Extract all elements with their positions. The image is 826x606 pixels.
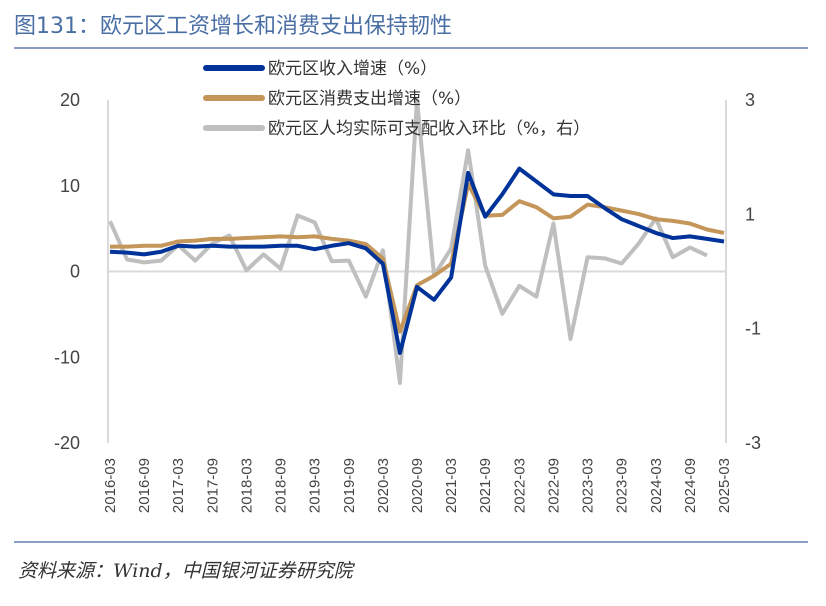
x-tick-label: 2022-09 — [545, 458, 562, 513]
y-right-tick: -1 — [745, 319, 761, 339]
x-tick-label: 2021-09 — [477, 458, 494, 513]
legend-label: 欧元区人均实际可支配收入环比（%，右） — [268, 119, 590, 139]
x-tick-label: 2020-09 — [409, 458, 426, 513]
x-tick-label: 2021-03 — [443, 458, 460, 513]
series-line-1 — [110, 182, 725, 334]
line-chart: 20 10 0 -10 -20 3 1 -1 -3 2016-03 2016-09 2017-03 20… — [54, 59, 761, 513]
x-tick-label: 2022-03 — [511, 458, 528, 513]
legend-label: 欧元区消费支出增速（%） — [268, 89, 471, 109]
source-note: 资料来源：Wind，中国银河证券研究院 — [18, 560, 353, 582]
x-tick-label: 2016-09 — [136, 458, 153, 513]
x-tick-label: 2017-09 — [204, 458, 221, 513]
y-left-tick: 10 — [60, 176, 80, 196]
y-left-tick: 20 — [60, 90, 80, 110]
source-rule — [14, 541, 808, 543]
x-tick-label: 2023-09 — [614, 458, 631, 513]
x-tick-label: 2019-03 — [307, 458, 324, 513]
y-left-tick: -10 — [54, 347, 80, 367]
figure-title: 图131：欧元区工资增长和消费支出保持韧性 — [14, 14, 452, 39]
y-right-tick: 1 — [745, 204, 755, 224]
x-tick-label: 2025-03 — [716, 458, 733, 513]
x-tick-label: 2024-09 — [682, 458, 699, 513]
x-tick-label: 2018-03 — [238, 458, 255, 513]
x-tick-label: 2024-03 — [648, 458, 665, 513]
x-tick-label: 2023-03 — [580, 458, 597, 513]
y-right-tick: 3 — [745, 90, 755, 110]
x-tick-label: 2016-03 — [102, 458, 119, 513]
y-right-tick: -3 — [745, 433, 761, 453]
legend-label: 欧元区收入增速（%） — [268, 59, 437, 79]
y-left-tick: -20 — [54, 433, 80, 453]
x-tick-label: 2019-09 — [341, 458, 358, 513]
title-rule — [14, 47, 808, 49]
x-tick-label: 2020-03 — [375, 458, 392, 513]
series-line-0 — [109, 166, 725, 355]
x-tick-label: 2018-09 — [273, 458, 290, 513]
y-left-tick: 0 — [70, 262, 80, 282]
x-tick-label: 2017-03 — [170, 458, 187, 513]
